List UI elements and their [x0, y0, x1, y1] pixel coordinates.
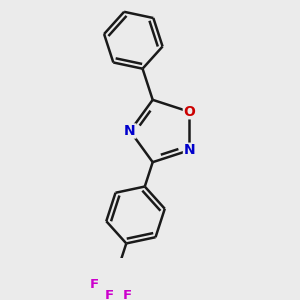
Text: F: F: [105, 289, 114, 300]
Text: F: F: [90, 278, 99, 292]
Text: F: F: [123, 290, 132, 300]
Text: N: N: [184, 143, 195, 157]
Text: N: N: [124, 124, 136, 138]
Text: O: O: [183, 105, 195, 119]
